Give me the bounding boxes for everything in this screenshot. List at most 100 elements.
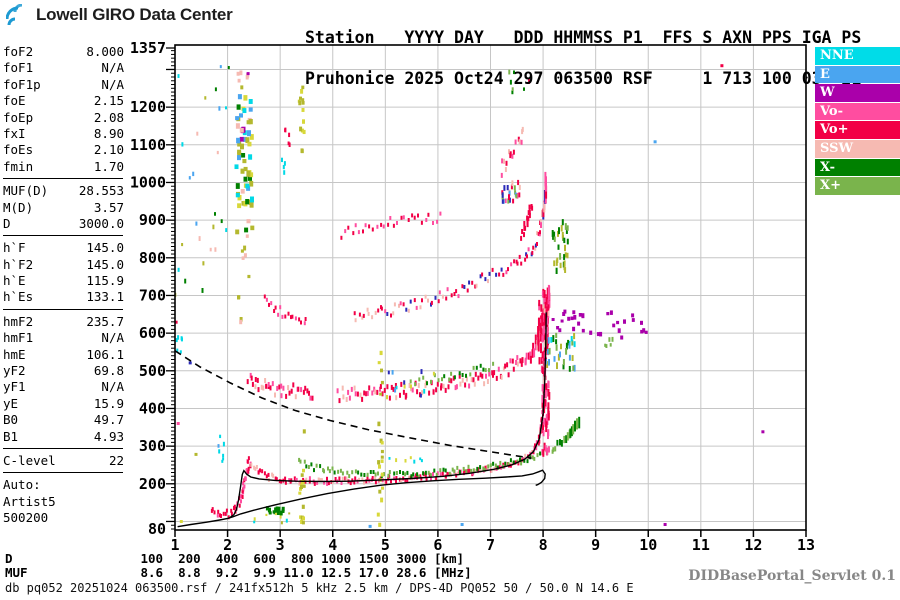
line-transmission-curve [175, 350, 532, 459]
param-label: fmin [3, 158, 34, 174]
param-row-MUFD: MUF(D) 28.553 [3, 183, 124, 199]
echo-traces [175, 64, 765, 528]
trace-stray-points [175, 64, 765, 528]
svg-text:600: 600 [139, 324, 166, 342]
servlet-version-label: DIDBasePortal_Servlet 0.1 [688, 568, 896, 584]
param-label: yE [3, 395, 19, 411]
param-label: hmF2 [3, 313, 34, 329]
param-value: N/A [101, 76, 124, 92]
param-value: 8.90 [93, 125, 124, 141]
trace-w-band-2 [631, 313, 648, 334]
param-label: MUF(D) [3, 183, 49, 199]
line-fitted-trace [229, 312, 547, 519]
param-separator [3, 472, 123, 474]
legend-item-X: X- [815, 158, 900, 177]
param-label: foE [3, 93, 26, 109]
param-row-foF1: foF1 N/A [3, 60, 124, 76]
param-label: foEp [3, 109, 34, 125]
trace-interference-column-23 [234, 94, 255, 235]
svg-text:300: 300 [139, 437, 166, 455]
param-row-yF1: yF1 N/A [3, 379, 124, 395]
trace-red-specks-31 [284, 127, 291, 148]
svg-text:2: 2 [223, 536, 232, 554]
svg-text:500: 500 [139, 362, 166, 380]
param-label: foF1 [3, 60, 34, 76]
trace-arc-3f-a [263, 294, 307, 326]
param-row-hEs: h`Es 133.1 [3, 289, 124, 305]
svg-text:6: 6 [433, 536, 442, 554]
param-label: h`Es [3, 289, 34, 305]
db-info-row: db pq052 20251024 063500.rsf / 241fx512h… [5, 581, 634, 595]
svg-text:9: 9 [591, 536, 600, 554]
param-separator [3, 235, 123, 237]
svg-text:400: 400 [139, 399, 166, 417]
trace-green-92 [604, 336, 614, 348]
distance-row: D 100 200 400 600 800 1000 1500 3000 [km… [5, 551, 465, 566]
giro-logo: Lowell GIRO Data Center [6, 4, 233, 26]
param-value: 8.000 [86, 44, 124, 59]
svg-text:1357: 1357 [130, 39, 166, 57]
param-label: h`F2 [3, 256, 34, 272]
legend-item-SSW: SSW [815, 139, 900, 158]
trace-column-34-bottom [298, 429, 306, 525]
param-row-hmF2: hmF2 235.7 [3, 314, 124, 330]
svg-text:900: 900 [139, 211, 166, 229]
param-row-hmF1: hmF1 N/A [3, 330, 124, 346]
svg-text:3: 3 [276, 536, 285, 554]
param-label: yF1 [3, 379, 26, 395]
trace-cyan-column-19 [217, 434, 225, 463]
param-value: N/A [101, 330, 124, 346]
param-value: 145.0 [86, 256, 124, 272]
param-row-hF2: h`F2 145.0 [3, 257, 124, 273]
trace-interference-column-23-low [237, 234, 251, 325]
param-value: 2.10 [93, 142, 124, 158]
param-value: 115.9 [86, 273, 124, 289]
svg-text:10: 10 [639, 536, 657, 554]
param-value: 133.1 [86, 289, 124, 305]
svg-text:8: 8 [539, 536, 548, 554]
svg-text:13: 13 [797, 536, 815, 554]
trace-top-green-specks [508, 69, 531, 95]
svg-text:1: 1 [170, 536, 179, 554]
trace-es-trace-x [265, 506, 285, 516]
trace-mixed-column-83 [544, 332, 576, 372]
svg-text:7: 7 [486, 536, 495, 554]
param-value: 49.7 [93, 412, 124, 428]
muf-row: MUF 8.6 8.8 9.2 9.9 11.0 12.5 17.0 28.6 … [5, 565, 472, 580]
param-row-foF1p: foF1p N/A [3, 77, 124, 93]
svg-text:1000: 1000 [130, 173, 166, 191]
scaling-header: Station YYYY DAY DDD HHMMSS P1 FFS S AXN… [305, 3, 861, 113]
trace-es-bottom-specks [253, 512, 291, 525]
trace-spread-7mhz-cluster [501, 179, 521, 204]
param-row-B0: B0 49.7 [3, 412, 124, 428]
param-value: 15.9 [93, 395, 124, 411]
param-row-hF: h`F 145.0 [3, 240, 124, 256]
param-label: D [3, 215, 11, 231]
legend-item-Vo: Vo- [815, 102, 900, 121]
param-label: M(D) [3, 199, 34, 215]
svg-text:200: 200 [139, 475, 166, 493]
autoscaler-label: Auto: [3, 477, 41, 493]
param-row-yE: yE 15.9 [3, 396, 124, 412]
trace-left-scatter [175, 65, 230, 297]
gridlines [175, 45, 806, 530]
svg-text:5: 5 [381, 536, 390, 554]
trace-cyan-left [175, 335, 183, 354]
trace-x-2hop-column [551, 219, 569, 274]
param-row-fxI: fxI 8.90 [3, 126, 124, 142]
param-value: 106.1 [86, 346, 124, 362]
svg-text:800: 800 [139, 249, 166, 267]
param-value: 28.553 [78, 183, 124, 199]
trace-spread-7mhz-streak [500, 126, 524, 178]
param-row-B1: B1 4.93 [3, 429, 124, 445]
trace-w-band [551, 309, 626, 340]
param-value: N/A [101, 60, 124, 76]
line-profile [177, 469, 546, 528]
param-panel: foF2 8.000 foF1 N/A foF1p N/A foE 2.15 foEp 2.08 f… [3, 44, 124, 527]
param-value: 22 [108, 452, 124, 468]
svg-text:4: 4 [328, 536, 337, 554]
svg-text:1100: 1100 [130, 136, 166, 154]
param-label: h`E [3, 273, 26, 289]
